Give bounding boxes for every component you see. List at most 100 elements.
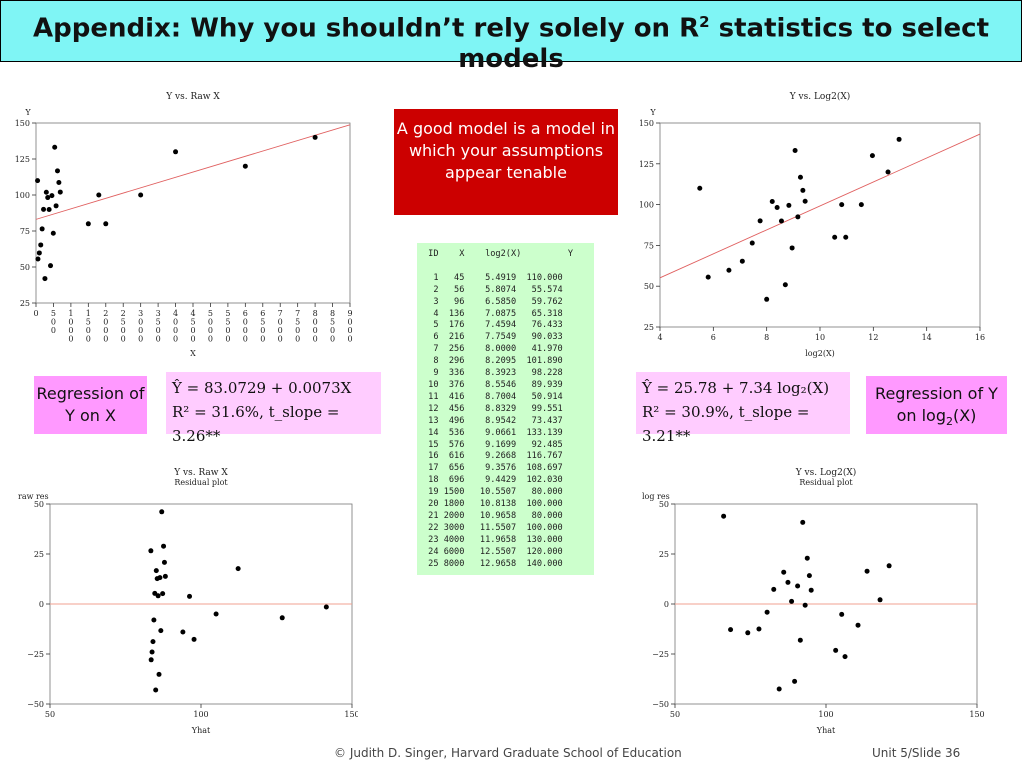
data-point xyxy=(149,649,155,655)
y-tick-label: 50 xyxy=(644,282,654,291)
x-tick-label: 0 xyxy=(138,318,143,327)
x-tick-label: 0 xyxy=(260,326,265,335)
data-point xyxy=(156,671,162,677)
regression-line xyxy=(35,124,351,220)
data-point xyxy=(56,179,62,185)
data-point xyxy=(785,579,791,585)
data-point xyxy=(802,602,808,608)
data-point xyxy=(781,569,787,575)
x-tick-label: 4 xyxy=(190,309,195,318)
x-tick-label: 3 xyxy=(138,309,143,318)
x-tick-label: 5 xyxy=(330,318,335,327)
data-point xyxy=(49,193,55,199)
chart-title: Y vs. Log2(X) xyxy=(795,467,857,478)
x-tick-label: 0 xyxy=(330,326,335,335)
x-tick-label: 0 xyxy=(260,335,265,344)
data-point xyxy=(242,163,248,169)
y-tick-label: 0 xyxy=(39,600,44,609)
x-tick-label: 0 xyxy=(208,318,213,327)
data-point xyxy=(797,174,803,180)
y-tick-label: 150 xyxy=(640,119,654,128)
x-axis-label: X xyxy=(190,349,196,358)
data-point xyxy=(726,267,732,273)
x-tick-label: 5 xyxy=(156,318,161,327)
data-point xyxy=(842,654,848,660)
x-tick-label: 0 xyxy=(225,326,230,335)
data-point xyxy=(800,519,806,525)
x-tick-label: 5 xyxy=(260,318,265,327)
data-point xyxy=(41,206,47,212)
data-point xyxy=(35,256,41,262)
data-point xyxy=(728,627,734,633)
scatter-y-vs-raw-x: Y vs. Raw X 25 50 75 100 125 150 0 5 0 0 1 0 0 0 1 5 0 0 2 0… xyxy=(8,86,358,360)
x-tick-label: 16 xyxy=(975,333,985,342)
chart-title: Y vs. Log2(X) xyxy=(789,91,851,102)
chart-title: Y vs. Raw X xyxy=(165,92,220,102)
x-tick-label: 0 xyxy=(295,335,300,344)
data-point xyxy=(48,263,54,269)
data-point xyxy=(802,198,808,204)
data-point xyxy=(157,575,163,581)
x-tick-label: 5 xyxy=(208,309,213,318)
x-tick-label: 0 xyxy=(103,318,108,327)
x-tick-label: 0 xyxy=(156,335,161,344)
data-point xyxy=(160,591,166,597)
data-point xyxy=(162,573,168,579)
x-tick-label: 7 xyxy=(295,309,300,318)
x-tick-label: 0 xyxy=(208,326,213,335)
data-point xyxy=(312,134,318,140)
x-tick-label: 0 xyxy=(138,326,143,335)
data-point xyxy=(45,195,51,201)
x-tick-label: 50 xyxy=(45,710,55,719)
x-tick-label: 0 xyxy=(225,335,230,344)
log-equation-box: Ŷ = 25.78 + 7.34 log₂(X) R² = 30.9%, t_s… xyxy=(636,372,850,445)
data-point xyxy=(213,611,219,617)
linear-equation-line2: R² = 31.6%, t_slope = 3.26** xyxy=(172,403,340,445)
data-point xyxy=(774,204,780,210)
data-point xyxy=(180,629,186,635)
x-tick-label: 0 xyxy=(278,326,283,335)
x-tick-label: 150 xyxy=(344,710,358,719)
data-point xyxy=(46,206,52,212)
data-point xyxy=(885,169,891,175)
data-point xyxy=(771,586,777,592)
y-axis-label: Y xyxy=(649,108,656,117)
y-tick-label: 75 xyxy=(20,227,30,236)
data-point xyxy=(832,234,838,240)
data-point xyxy=(757,218,763,224)
data-point xyxy=(800,187,806,193)
x-tick-label: 0 xyxy=(313,335,318,344)
slide-title: Appendix: Why you shouldn’t rely solely … xyxy=(32,13,990,74)
regression-y-on-x-label: Regression of Y on X xyxy=(34,376,147,434)
data-table-text: ID X log2(X) Y 1 45 5.4919 110.000 2 56 … xyxy=(428,249,574,569)
data-point xyxy=(158,628,164,634)
x-tick-label: 0 xyxy=(208,335,213,344)
x-tick-label: 0 xyxy=(190,335,195,344)
y-tick-label: 125 xyxy=(15,155,30,164)
x-tick-label: 5 xyxy=(225,318,230,327)
y-axis-label: raw res xyxy=(18,492,49,501)
regression-y-on-log-label: Regression of Y on log2(X) xyxy=(866,376,1007,434)
x-tick-label: 8 xyxy=(330,309,335,318)
data-point xyxy=(148,657,154,663)
data-point xyxy=(187,593,193,599)
data-point xyxy=(749,240,755,246)
residual-plot-raw: Y vs. Raw X Residual plot −50 −25 0 25 50 50 100… xyxy=(8,462,358,740)
data-point xyxy=(148,548,154,554)
x-tick-label: 2 xyxy=(121,309,126,318)
x-tick-label: 0 xyxy=(173,318,178,327)
x-tick-label: 0 xyxy=(347,335,352,344)
data-point xyxy=(43,189,49,195)
log-equation-line2: R² = 30.9%, t_slope = 3.21** xyxy=(642,403,810,445)
x-tick-label: 0 xyxy=(68,335,73,344)
x-tick-label: 6 xyxy=(260,309,265,318)
data-point xyxy=(38,242,44,248)
data-point xyxy=(36,250,42,256)
x-tick-label: 50 xyxy=(670,710,680,719)
y-tick-label: 75 xyxy=(644,241,654,250)
footer-copyright: © Judith D. Singer, Harvard Graduate Sch… xyxy=(334,746,682,760)
data-point xyxy=(869,153,875,159)
data-point xyxy=(764,296,770,302)
chart-title: Y vs. Raw X xyxy=(173,468,228,478)
